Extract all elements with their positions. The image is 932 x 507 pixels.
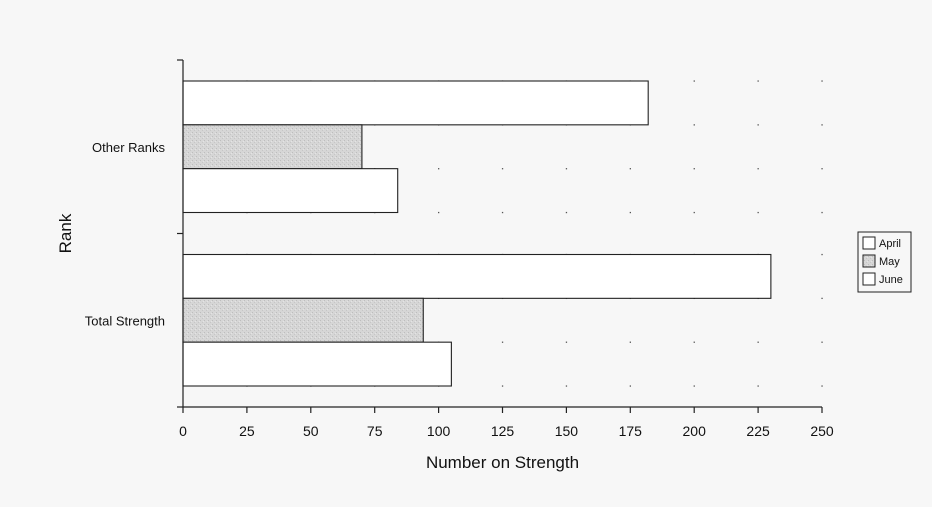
grid-dot (565, 341, 568, 343)
category-label: Other Ranks (92, 140, 165, 155)
bar-june-total-strength (182, 341, 452, 387)
grid-dot (693, 341, 695, 343)
x-tick-label: 50 (303, 423, 319, 439)
bar-may-other-ranks (182, 124, 363, 170)
bar-june-other-ranks (182, 168, 399, 214)
grid-dot (629, 211, 631, 214)
legend-swatch-june (862, 272, 876, 286)
grid-dot (757, 211, 759, 214)
grid-dot (757, 341, 759, 343)
grid-dot (565, 168, 568, 170)
grid-dot (629, 168, 631, 170)
x-axis-title: Number on Strength (426, 453, 579, 472)
bar-may-total-strength (182, 297, 424, 343)
legend-label-june: June (879, 274, 903, 286)
axes (177, 59, 823, 413)
legend-swatch-may (862, 254, 876, 268)
grid-dot (757, 385, 759, 387)
grid-dot (757, 168, 759, 170)
grid-dot (501, 385, 504, 387)
grid-dot (693, 385, 695, 387)
grid-dot (757, 124, 759, 126)
category-label: Total Strength (85, 313, 165, 328)
grid-dot (821, 341, 823, 343)
grid-dot (821, 211, 823, 214)
grid-dot (693, 168, 695, 170)
bar-april-total-strength (182, 253, 772, 299)
grid-dot (501, 341, 504, 343)
grid-dot (501, 211, 504, 214)
legend-label-may: May (879, 256, 900, 268)
x-tick-label: 150 (555, 423, 579, 439)
grid-dot (693, 80, 695, 82)
grid-dot (438, 168, 440, 170)
grid-dot (693, 211, 695, 214)
grid-dot (629, 385, 631, 387)
x-tick-label: 100 (427, 423, 451, 439)
x-tick-label: 125 (491, 423, 515, 439)
grid-dot (821, 385, 823, 387)
grid-dot (693, 124, 695, 126)
legend-label-april: April (879, 238, 901, 250)
grid-dot (821, 80, 823, 82)
grid-dot (821, 297, 823, 300)
x-tick-label: 250 (810, 423, 834, 439)
legend-swatch-april (862, 236, 876, 250)
x-tick-label: 225 (746, 423, 770, 439)
x-tick-label: 0 (179, 423, 187, 439)
grid-dot (565, 211, 568, 214)
y-axis-title: Rank (56, 213, 75, 253)
x-tick-labels: 0 25 50 75 100 125 150 175 200 225 250 (179, 423, 834, 439)
bar-group (182, 80, 772, 387)
grid-dot (629, 341, 631, 343)
x-tick-label: 25 (239, 423, 255, 439)
grid-dot (821, 124, 823, 126)
legend: April May June (857, 231, 912, 293)
x-tick-label: 175 (619, 423, 643, 439)
grid-dot (565, 385, 568, 387)
bar-april-other-ranks (182, 80, 649, 126)
grid-dot (757, 80, 759, 82)
grid-dot (501, 168, 504, 170)
grid-dot (438, 211, 440, 214)
grid-dot (821, 253, 823, 256)
category-labels: Other Ranks Total Strength (85, 140, 166, 329)
x-tick-label: 75 (367, 423, 383, 439)
x-tick-label: 200 (683, 423, 707, 439)
grid-dot (821, 168, 823, 170)
